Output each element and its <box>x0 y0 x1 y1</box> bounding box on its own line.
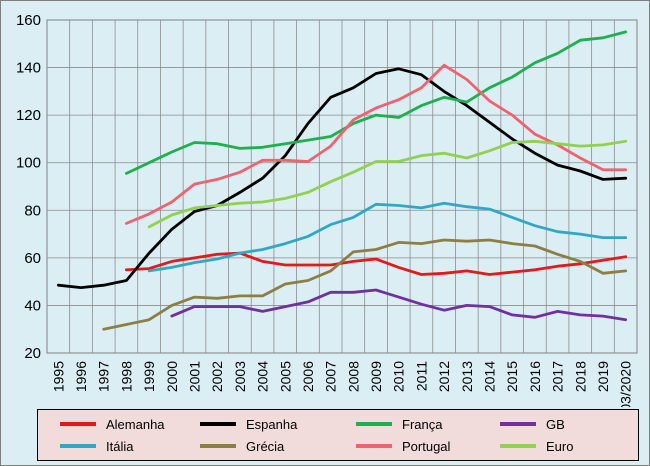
y-tick-label: 60 <box>24 250 41 267</box>
legend-swatch <box>60 422 96 426</box>
x-tick-label: 2014 <box>482 361 498 392</box>
x-tick-label: 2004 <box>255 361 271 392</box>
x-tick-label: 2002 <box>209 361 225 392</box>
x-tick-label: 1995 <box>50 361 66 392</box>
series-line-1 <box>56 67 628 290</box>
y-tick-label: 40 <box>24 297 41 314</box>
x-tick-label: 2005 <box>277 361 293 392</box>
legend-label: Portugal <box>402 438 451 454</box>
y-tick-label: 20 <box>24 345 41 362</box>
legend-item-italia: Itália <box>60 437 133 455</box>
series-line-2 <box>125 30 628 175</box>
legend: Alemanha Espanha França GB Itália Grécia… <box>37 409 639 461</box>
legend-swatch <box>500 444 536 448</box>
legend-label: França <box>402 416 443 432</box>
x-tick-label: 2000 <box>164 361 180 392</box>
legend-label: Grécia <box>246 438 285 454</box>
series-line-3 <box>170 288 628 322</box>
y-tick-label: 140 <box>16 60 41 77</box>
x-tick-label: 2001 <box>187 361 203 392</box>
series-line-7 <box>147 139 628 229</box>
x-tick-label: 2018 <box>572 361 588 392</box>
x-tick-label: 03/2020 <box>618 361 634 407</box>
x-tick-label: 2017 <box>550 361 566 392</box>
legend-label: Espanha <box>246 416 298 432</box>
x-tick-label: 1999 <box>141 361 157 392</box>
x-tick-label: 2006 <box>300 361 316 392</box>
legend-label: Alemanha <box>106 416 165 432</box>
legend-label: GB <box>546 416 565 432</box>
legend-label: Itália <box>106 438 134 454</box>
legend-item-euro: Euro <box>500 437 573 455</box>
x-tick-label: 2019 <box>595 361 611 392</box>
legend-swatch <box>200 422 236 426</box>
legend-swatch <box>200 444 236 448</box>
line-chart: 20 40 60 80 100 120 140 160 1995 1996 1997 1998 199… <box>16 12 638 407</box>
x-tick-label: 2010 <box>391 361 407 392</box>
legend-item-portugal: Portugal <box>356 437 450 455</box>
x-tick-label: 2003 <box>232 361 248 392</box>
x-tick-label: 2009 <box>368 361 384 392</box>
series-line-4 <box>147 201 628 273</box>
x-tick-label: 2007 <box>323 361 339 392</box>
x-tick-label: 1996 <box>73 361 89 392</box>
legend-swatch <box>500 422 536 426</box>
x-tick-label: 2012 <box>436 361 452 392</box>
legend-item-grecia: Grécia <box>200 437 284 455</box>
x-tick-label: 2016 <box>527 361 543 392</box>
y-tick-label: 100 <box>16 155 41 172</box>
legend-item-franca: França <box>356 415 442 433</box>
legend-label: Euro <box>546 438 574 454</box>
series-line-5 <box>102 238 628 331</box>
legend-item-gb: GB <box>500 415 565 433</box>
x-tick-label: 1997 <box>96 361 112 392</box>
y-tick-label: 160 <box>16 12 41 29</box>
x-tick-label: 2015 <box>504 361 520 392</box>
legend-swatch <box>356 444 392 448</box>
legend-swatch <box>356 422 392 426</box>
x-tick-label: 1998 <box>118 361 134 392</box>
x-tick-label: 2008 <box>345 361 361 392</box>
series-line-0 <box>125 251 628 276</box>
x-tick-label: 2013 <box>459 361 475 392</box>
series-line-6 <box>125 63 628 225</box>
y-tick-label: 80 <box>24 202 41 219</box>
x-tick-label: 2011 <box>413 361 429 391</box>
legend-item-espanha: Espanha <box>200 415 297 433</box>
legend-swatch <box>60 444 96 448</box>
legend-item-alemanha: Alemanha <box>60 415 165 433</box>
y-tick-label: 120 <box>16 107 41 124</box>
